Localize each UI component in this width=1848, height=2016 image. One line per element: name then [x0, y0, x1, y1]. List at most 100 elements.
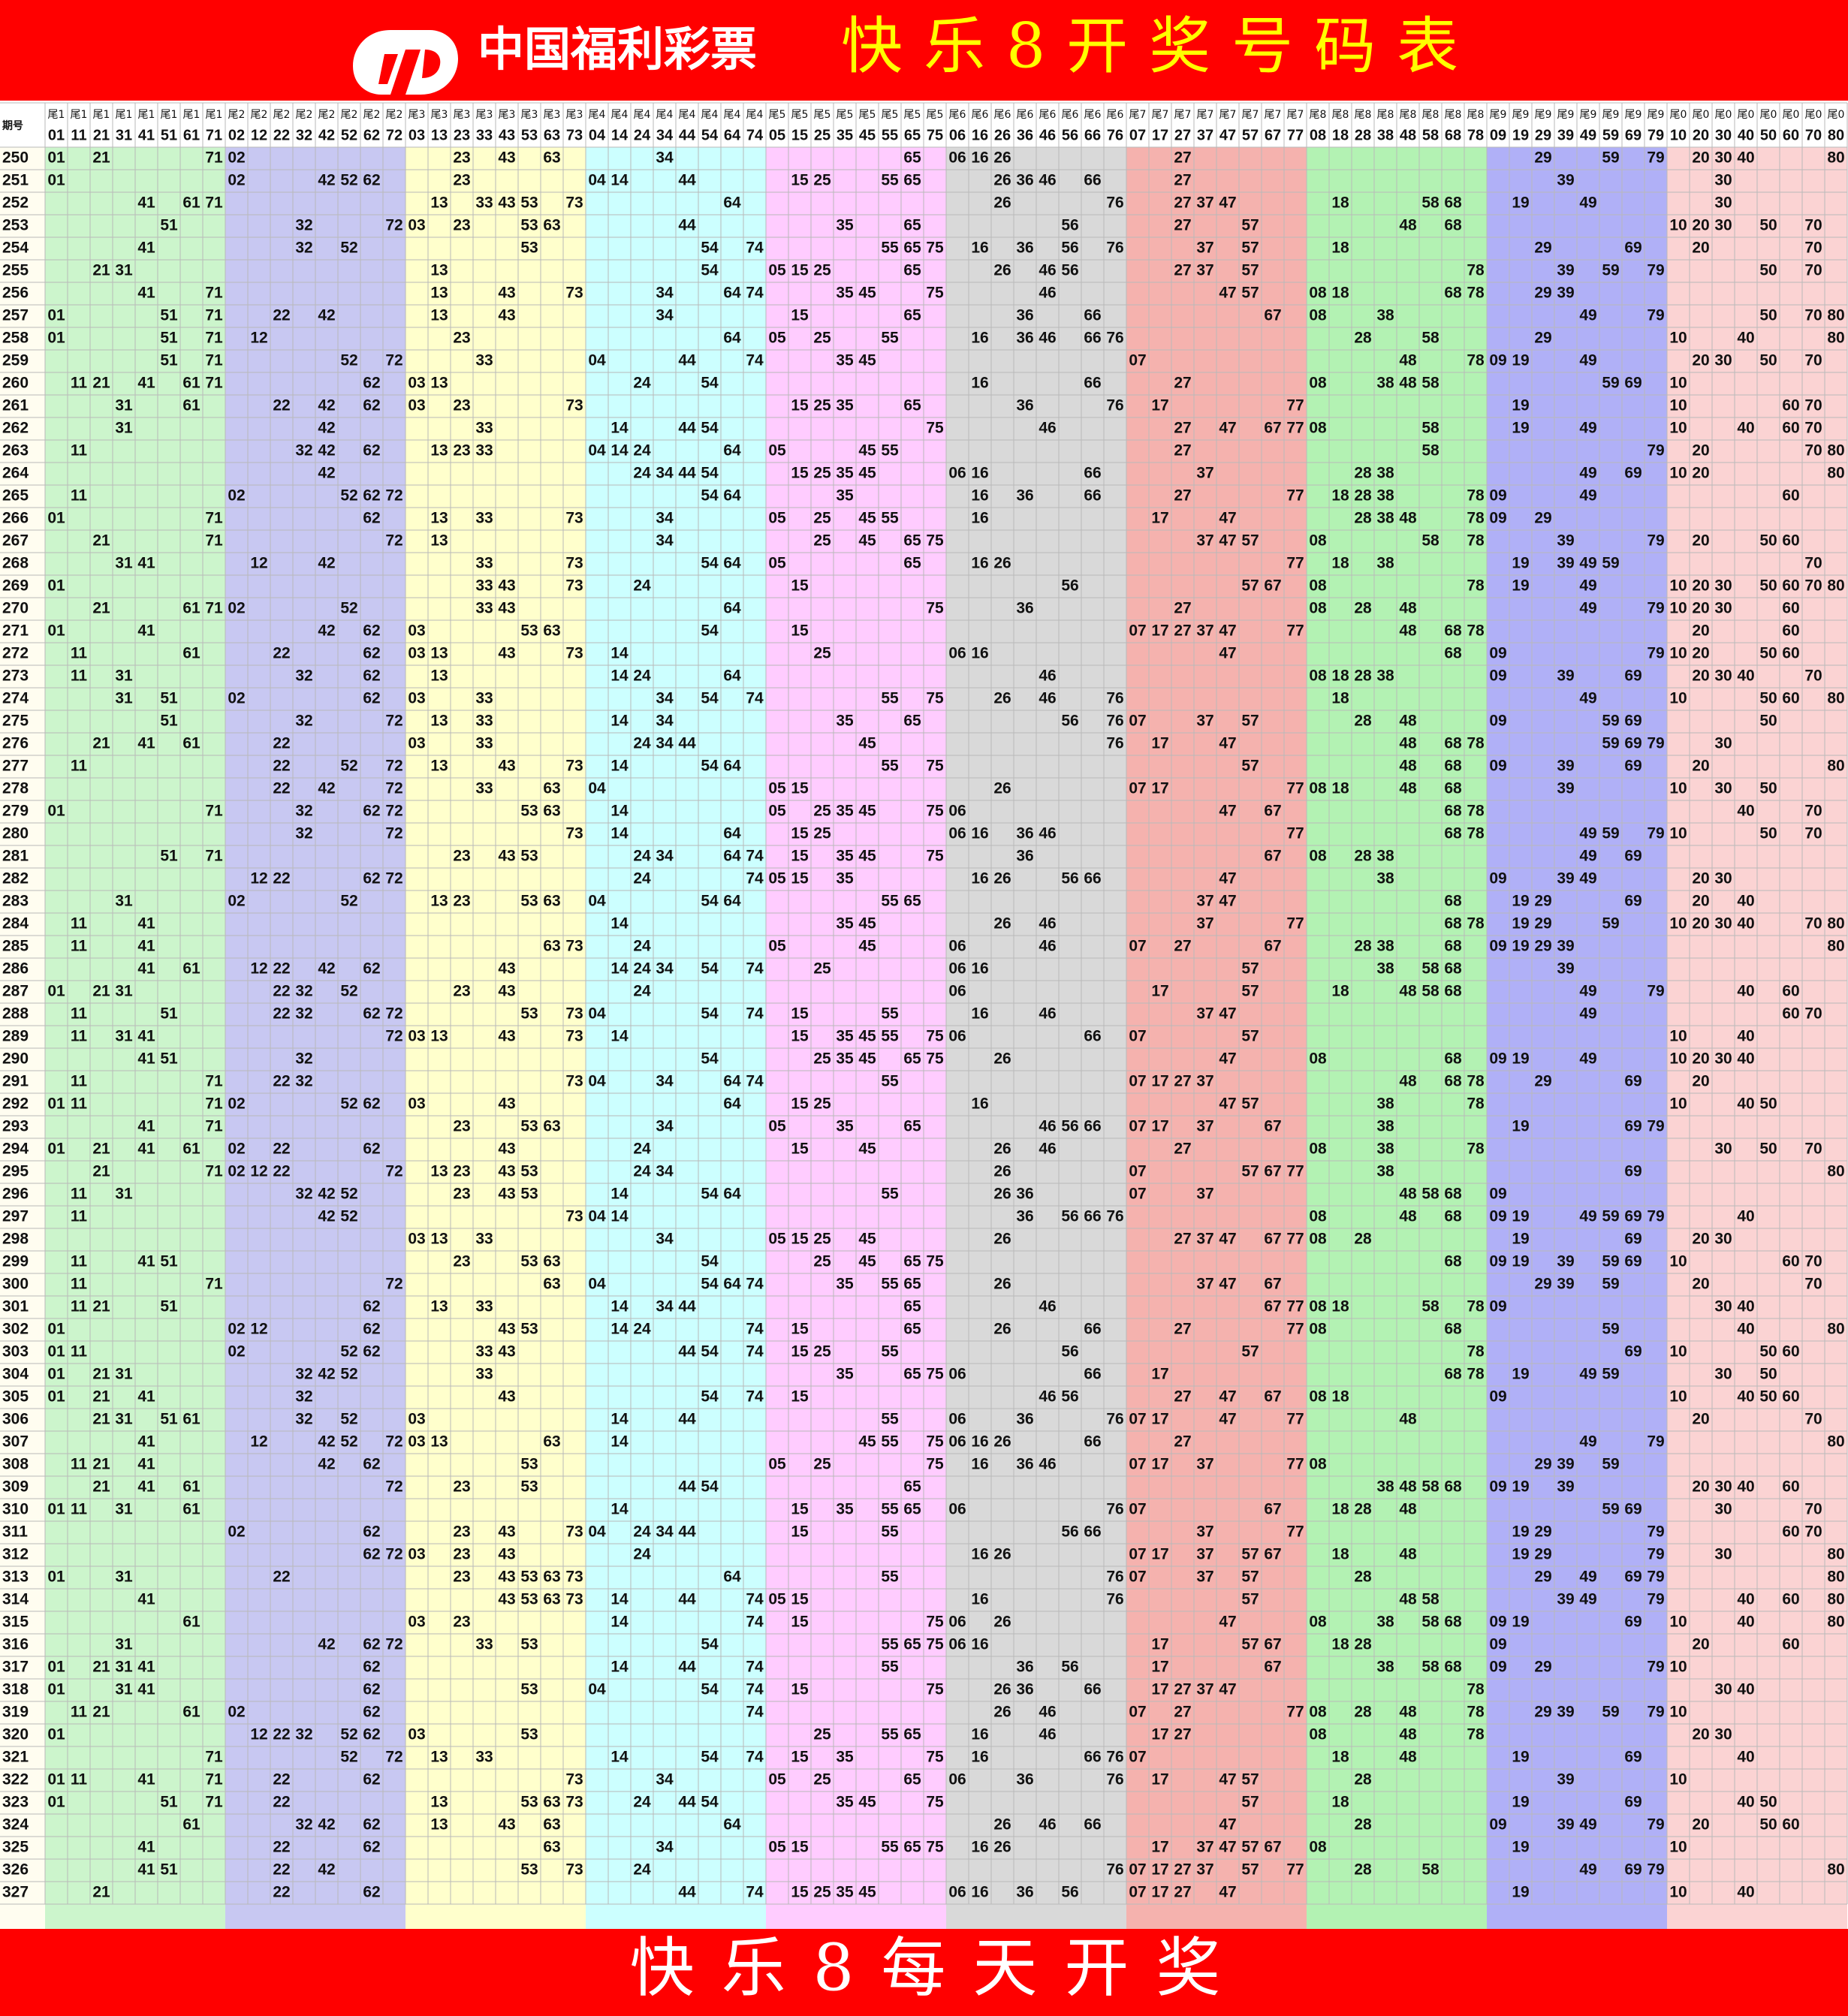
column-label: 71 — [206, 127, 222, 143]
drawn-number: 69 — [1624, 1569, 1641, 1586]
column-label: 21 — [93, 127, 110, 143]
drawn-number: 08 — [1309, 1614, 1327, 1631]
drawn-number: 29 — [1534, 1704, 1551, 1721]
drawn-number: 65 — [903, 307, 921, 324]
drawn-number: 71 — [205, 307, 223, 324]
drawn-number: 55 — [881, 1726, 899, 1743]
drawn-number: 62 — [363, 1523, 380, 1541]
drawn-number: 08 — [1309, 1141, 1327, 1158]
drawn-number: 14 — [610, 1321, 629, 1338]
period-header: 期号 — [2, 120, 23, 132]
drawn-number: 19 — [1512, 1050, 1529, 1068]
drawn-number: 16 — [971, 1726, 988, 1743]
drawn-number: 30 — [1714, 577, 1732, 595]
drawn-number: 56 — [1061, 1118, 1078, 1135]
drawn-number: 14 — [610, 420, 629, 437]
drawn-number: 48 — [1399, 735, 1417, 752]
drawn-number: 79 — [1647, 1208, 1664, 1225]
drawn-number: 32 — [295, 803, 312, 820]
drawn-number: 41 — [137, 1028, 155, 1045]
drawn-number: 65 — [903, 1366, 921, 1383]
drawn-number: 28 — [1354, 848, 1372, 865]
drawn-number: 62 — [363, 1726, 380, 1743]
drawn-number: 72 — [385, 803, 402, 820]
drawn-number: 37 — [1196, 1118, 1213, 1135]
drawn-number: 79 — [1647, 1118, 1664, 1135]
drawn-number: 01 — [47, 577, 65, 595]
column-label: 42 — [318, 127, 335, 143]
column-label: 61 — [183, 127, 200, 143]
tail-label: 尾0 — [1693, 109, 1710, 121]
tail-label: 尾7 — [1265, 109, 1282, 121]
tail-label: 尾1 — [93, 109, 110, 121]
drawn-number: 25 — [813, 330, 831, 347]
drawn-number: 62 — [363, 1659, 380, 1676]
drawn-number: 57 — [1241, 1343, 1259, 1361]
drawn-number: 24 — [633, 938, 651, 955]
drawn-number: 38 — [1376, 307, 1394, 324]
drawn-number: 67 — [1264, 577, 1281, 595]
column-label: 68 — [1445, 127, 1461, 143]
drawn-number: 58 — [1421, 1591, 1440, 1608]
drawn-number: 16 — [971, 1591, 988, 1608]
drawn-number: 11 — [71, 1343, 88, 1361]
tail-label: 尾4 — [634, 109, 651, 121]
drawn-number: 09 — [1489, 1816, 1506, 1834]
drawn-number: 54 — [701, 375, 719, 392]
drawn-number: 62 — [363, 1884, 380, 1901]
drawn-number: 06 — [948, 825, 966, 842]
drawn-number: 32 — [295, 217, 312, 234]
drawn-number: 16 — [971, 487, 988, 505]
drawn-number: 27 — [1174, 1726, 1191, 1743]
drawn-number: 17 — [1151, 1839, 1168, 1856]
drawn-number: 68 — [1444, 938, 1462, 955]
drawn-number: 70 — [1804, 577, 1822, 595]
drawn-number: 08 — [1309, 577, 1327, 595]
drawn-number: 45 — [858, 1231, 876, 1248]
drawn-number: 22 — [273, 960, 290, 978]
drawn-number: 44 — [678, 352, 696, 369]
drawn-number: 38 — [1376, 960, 1394, 978]
drawn-number: 16 — [971, 1884, 988, 1901]
drawn-number: 02 — [228, 1095, 245, 1113]
drawn-number: 34 — [656, 285, 674, 302]
drawn-number: 73 — [565, 938, 583, 955]
drawn-number: 26 — [993, 149, 1011, 167]
drawn-number: 55 — [881, 1636, 899, 1653]
drawn-number: 25 — [813, 465, 831, 482]
drawn-number: 74 — [746, 848, 764, 865]
drawn-number: 39 — [1557, 1816, 1574, 1834]
drawn-number: 02 — [228, 172, 245, 189]
drawn-number: 57 — [1241, 285, 1259, 302]
drawn-number: 03 — [408, 1028, 425, 1045]
drawn-number: 15 — [791, 1343, 809, 1361]
drawn-number: 24 — [633, 870, 651, 887]
drawn-number: 59 — [1602, 1366, 1619, 1383]
drawn-number: 48 — [1399, 622, 1417, 640]
drawn-number: 25 — [813, 262, 831, 279]
period: 259 — [2, 352, 29, 369]
drawn-number: 23 — [453, 397, 470, 414]
drawn-number: 49 — [1579, 1208, 1596, 1225]
period: 252 — [2, 194, 29, 212]
drawn-number: 26 — [993, 690, 1011, 707]
drawn-number: 09 — [1489, 1208, 1506, 1225]
drawn-number: 20 — [1692, 1816, 1709, 1834]
drawn-number: 14 — [610, 667, 629, 685]
drawn-number: 07 — [1129, 780, 1146, 797]
drawn-number: 02 — [228, 1163, 245, 1180]
drawn-number: 20 — [1692, 758, 1709, 775]
drawn-number: 72 — [385, 1546, 402, 1563]
drawn-number: 71 — [205, 510, 223, 527]
drawn-number: 52 — [340, 1366, 357, 1383]
drawn-number: 10 — [1669, 645, 1687, 662]
drawn-number: 15 — [791, 577, 809, 595]
drawn-number: 78 — [1467, 577, 1485, 595]
drawn-number: 38 — [1376, 487, 1394, 505]
drawn-number: 69 — [1624, 1231, 1641, 1248]
drawn-number: 60 — [1782, 600, 1799, 617]
drawn-number: 77 — [1286, 397, 1304, 414]
period: 314 — [2, 1591, 29, 1608]
drawn-number: 17 — [1151, 1456, 1168, 1473]
drawn-number: 02 — [228, 1321, 245, 1338]
